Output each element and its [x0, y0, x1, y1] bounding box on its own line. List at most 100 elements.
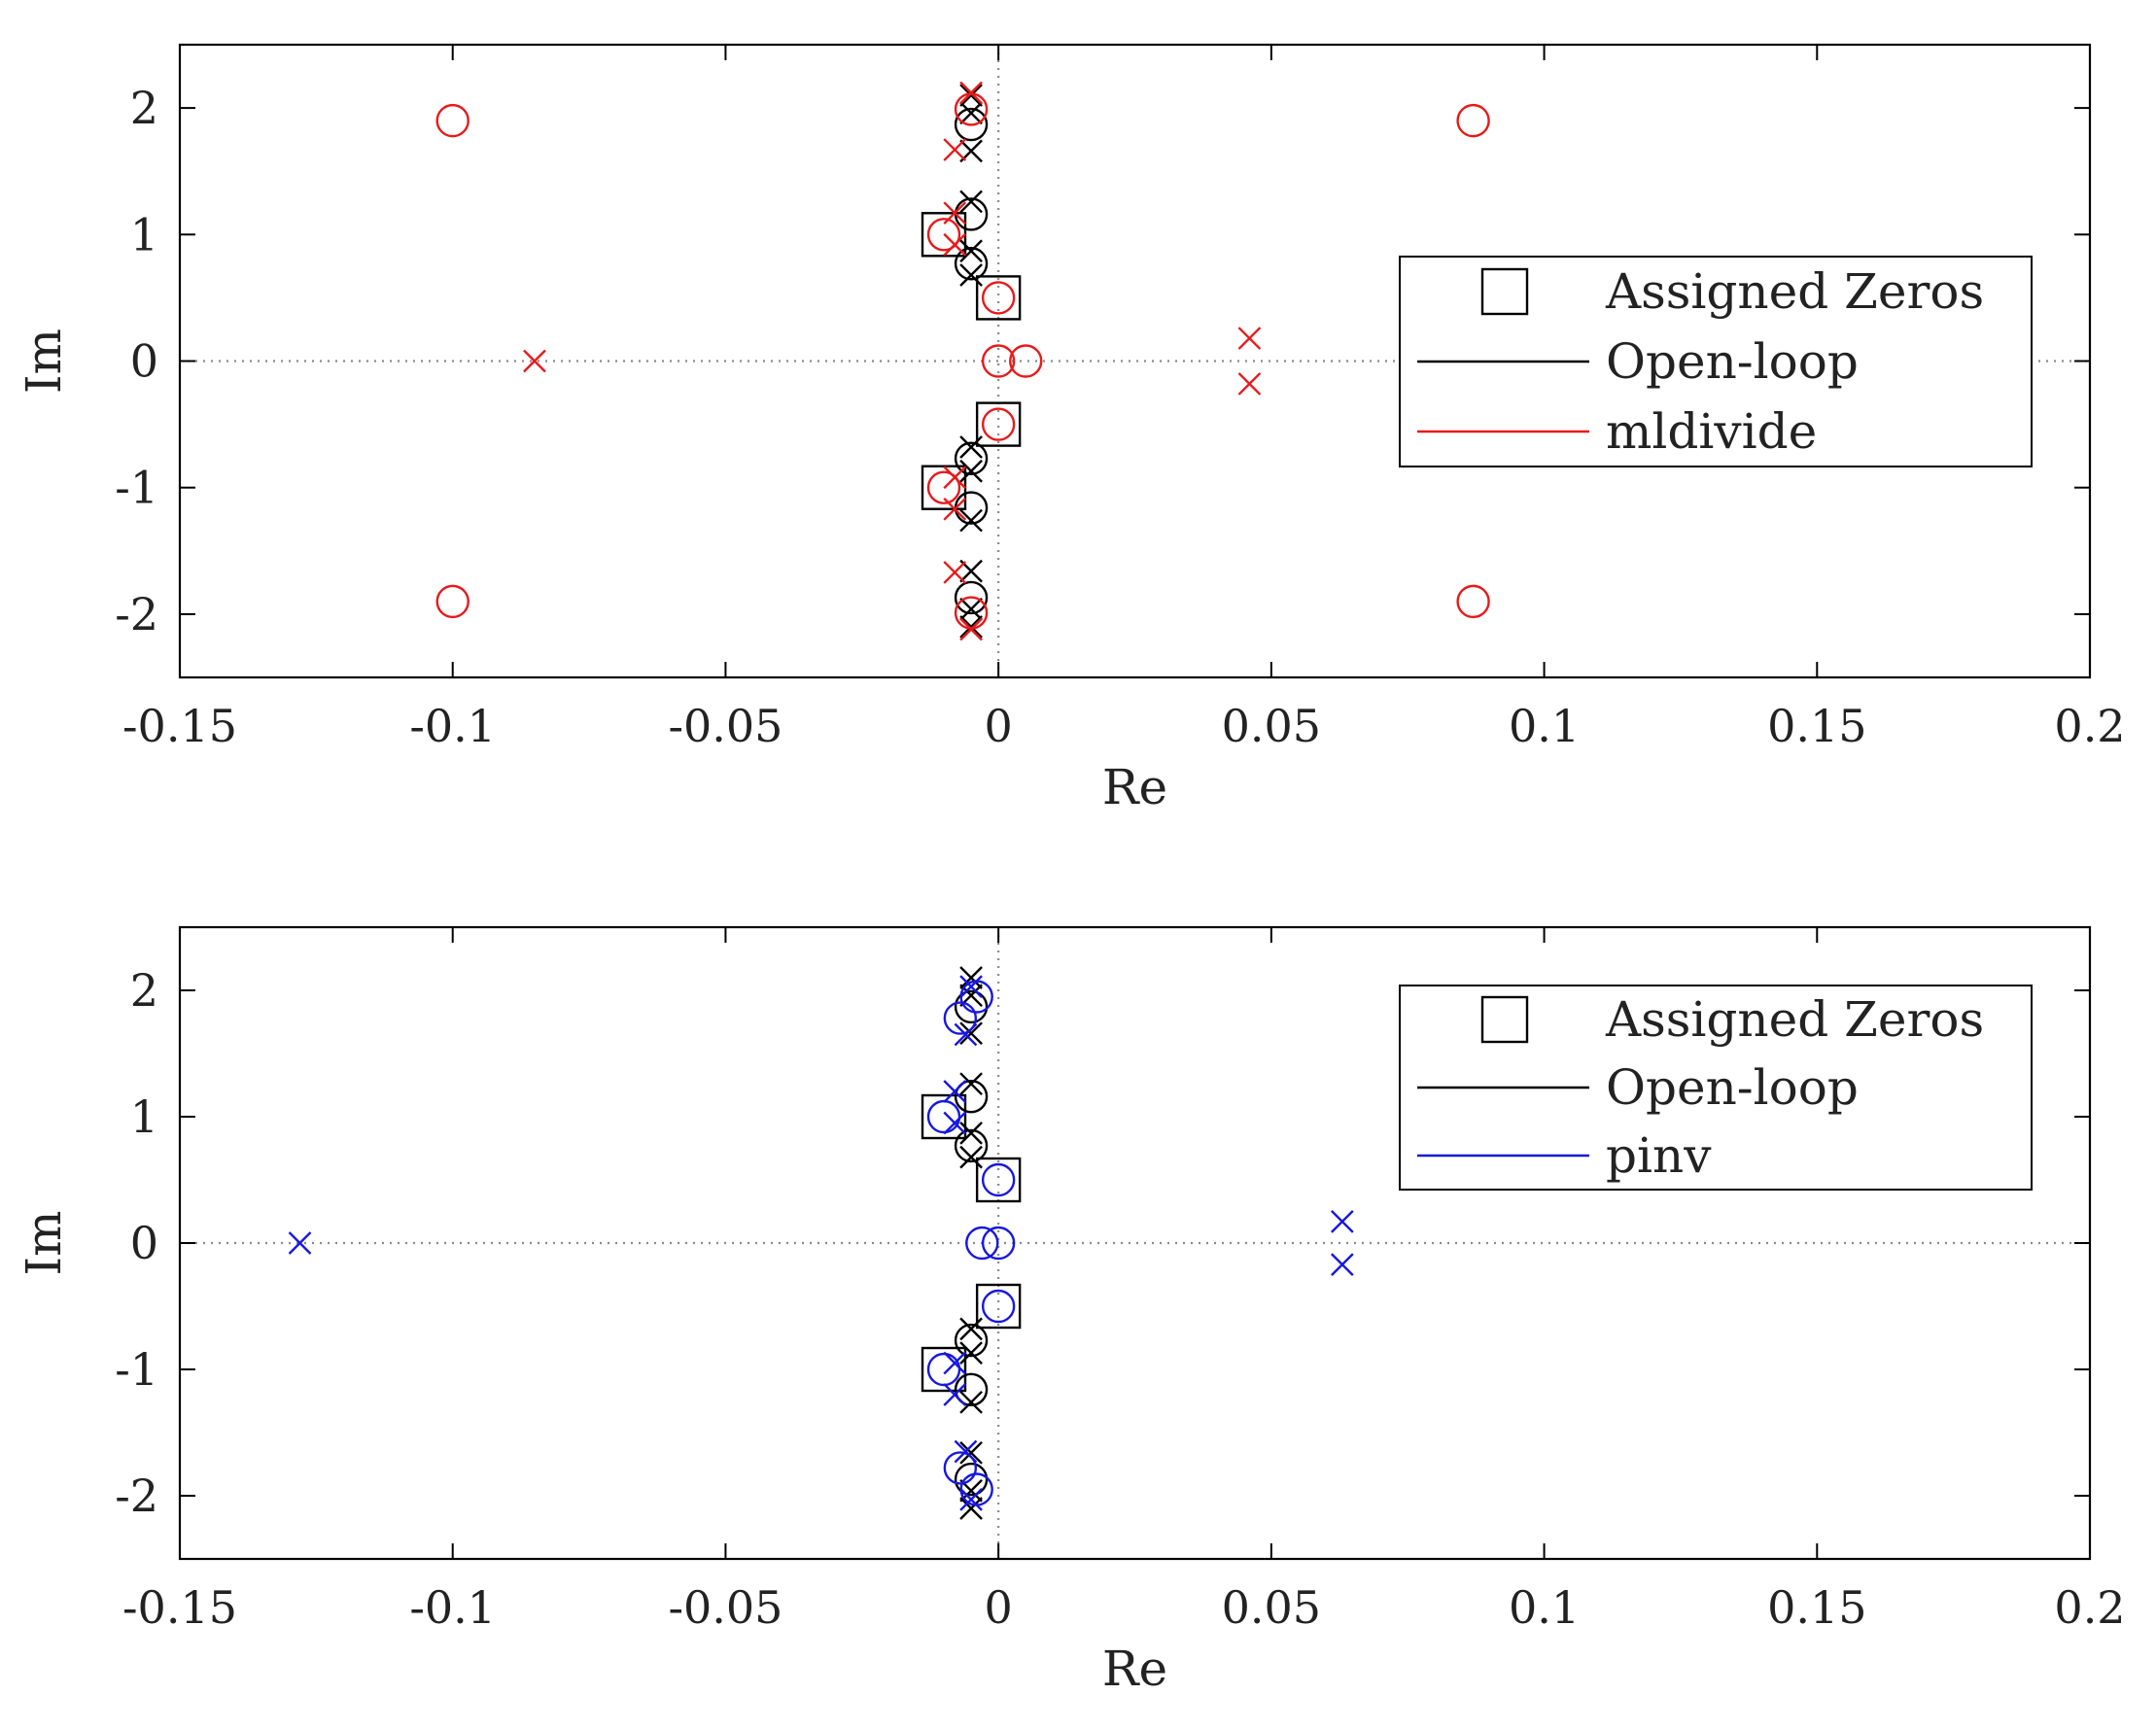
legend-entry-label: Open-loop [1606, 1059, 1859, 1116]
legend-entry-label: Open-loop [1606, 333, 1859, 390]
x-tick-label: -0.1 [409, 1581, 496, 1634]
square-marker [921, 1346, 967, 1393]
x-marker [523, 349, 546, 373]
circle-marker [954, 1079, 989, 1114]
x-marker [959, 459, 983, 483]
x-marker [959, 1122, 983, 1145]
x-axis-label: Re [1102, 759, 1167, 815]
x-marker [959, 508, 983, 533]
plot-1: -0.15 -0.1 -0.05 0 0.05 0.1 0.15 0.2 -2 -1 0 1 2 Re Im… [16, 43, 2126, 815]
x-tick-label: 0 [985, 1581, 1013, 1634]
y-tick-label: 0 [130, 335, 158, 388]
circle-marker [981, 1162, 1016, 1197]
x-marker [959, 84, 983, 107]
x-marker [959, 435, 983, 459]
square-marker [975, 401, 1022, 447]
x-marker [943, 1351, 967, 1375]
circle-marker [981, 1289, 1016, 1324]
x-marker [959, 1021, 983, 1046]
x-tick-label: 0.05 [1222, 700, 1321, 752]
x-marker [959, 1317, 983, 1341]
x-marker [943, 1111, 967, 1135]
circle-marker [926, 470, 961, 504]
y-tick-label: 1 [130, 1090, 158, 1143]
square-marker [975, 1157, 1022, 1203]
x-marker [1237, 327, 1262, 350]
x-tick-label: 0.1 [1509, 700, 1580, 752]
circle-marker [954, 1128, 989, 1163]
x-marker [943, 201, 967, 225]
square-marker [975, 275, 1022, 321]
x-marker [959, 617, 983, 641]
circle-marker [926, 1352, 961, 1387]
x-marker [1330, 1210, 1354, 1233]
x-tick-label: -0.15 [122, 1581, 237, 1634]
x-marker [943, 138, 967, 161]
x-marker [943, 466, 967, 490]
x-marker [943, 232, 967, 257]
y-tick-label: -2 [115, 1470, 158, 1522]
circle-marker [981, 407, 1016, 441]
x-tick-label: 0.1 [1509, 1581, 1580, 1634]
circle-marker [954, 107, 989, 142]
circle-marker [954, 989, 989, 1024]
circle-marker [435, 584, 469, 619]
x-tick-label: 0.15 [1767, 1581, 1866, 1634]
circle-marker [943, 1451, 978, 1485]
x-marker [1330, 1253, 1354, 1276]
plot-2: -0.15 -0.1 -0.05 0 0.05 0.1 0.15 0.2 -2 -1 0 1 2 Re Im… [16, 925, 2126, 1697]
x-marker [959, 1440, 983, 1465]
x-tick-label: 0 [985, 700, 1013, 752]
x-tick-label: -0.05 [668, 1581, 782, 1634]
x-marker [959, 1488, 983, 1511]
circle-marker [981, 344, 1016, 378]
x-marker [959, 966, 983, 989]
x-marker [943, 497, 967, 521]
circle-marker [435, 103, 469, 138]
circle-marker [926, 1099, 961, 1134]
legend-entry-label: Assigned Zeros [1605, 991, 1984, 1048]
x-marker [954, 1439, 978, 1464]
x-tick-label: 0.2 [2054, 1581, 2125, 1634]
x-marker [959, 597, 983, 621]
y-axis-label: Im [16, 329, 72, 394]
y-tick-label: -2 [115, 588, 158, 640]
x-marker [959, 1390, 983, 1414]
x-marker [959, 1145, 983, 1169]
x-marker [959, 190, 983, 214]
legend: Assigned Zeros Open-loop mldivide [1399, 256, 2033, 467]
x-tick-label: 0.2 [2054, 700, 2125, 752]
x-marker [959, 1341, 983, 1365]
legend: Assigned Zeros Open-loop pinv [1399, 985, 2033, 1191]
x-tick-label: -0.1 [409, 700, 496, 752]
x-axis-label: Re [1102, 1641, 1167, 1697]
y-axis-label: Im [16, 1210, 72, 1275]
circle-marker [959, 1472, 993, 1506]
x-marker [954, 1022, 978, 1047]
circle-marker [1456, 584, 1490, 619]
x-marker [959, 615, 983, 639]
square-marker [975, 1283, 1022, 1330]
square-marker [921, 1093, 967, 1140]
y-tick-label: 1 [130, 208, 158, 260]
x-marker [1237, 372, 1262, 396]
circle-marker [943, 1001, 978, 1035]
circle-marker [981, 1226, 1016, 1261]
x-marker [959, 239, 983, 263]
circle-marker [954, 441, 989, 475]
circle-marker [1009, 344, 1043, 378]
x-tick-label: -0.05 [668, 700, 782, 752]
x-marker [959, 1072, 983, 1096]
circle-marker [959, 980, 993, 1014]
legend-square-symbol [1480, 995, 1529, 1044]
x-marker [959, 81, 983, 105]
circle-marker [965, 1226, 999, 1261]
circle-marker [981, 281, 1016, 315]
x-marker [943, 1080, 967, 1103]
legend-square-symbol [1480, 267, 1529, 316]
circle-marker [954, 1372, 989, 1407]
x-marker [943, 1383, 967, 1406]
x-tick-label: 0.15 [1767, 700, 1866, 752]
circle-marker [954, 1323, 989, 1358]
